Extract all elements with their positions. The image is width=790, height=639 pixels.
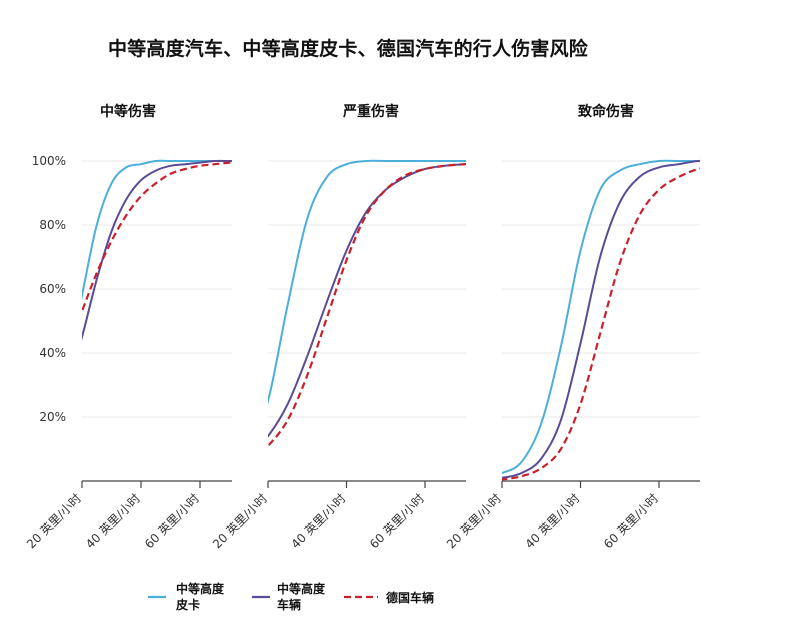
x-tick-label: 40 英里/小时 [288,491,348,551]
legend-label: 车辆 [277,597,301,612]
series-line [268,162,466,448]
y-tick-label: 100% [32,154,66,168]
series-line [268,159,466,405]
chart-title: 中等高度汽车、中等高度皮卡、德国汽车的行人伤害风险 [108,38,589,60]
series-line [268,163,466,438]
y-tick-label: 80% [39,218,66,232]
series-line [502,167,700,481]
series-line [502,159,700,479]
legend-label: 中等高度 [277,581,326,596]
series-line [82,159,232,341]
x-tick-label: 20 英里/小时 [24,491,84,551]
legend-label: 中等高度 [176,581,225,596]
panel-title: 严重伤害 [342,103,399,120]
x-tick-label: 40 英里/小时 [522,491,582,551]
x-tick-label: 60 英里/小时 [142,491,202,551]
series-line [82,161,232,315]
series-line [502,159,700,475]
legend-label: 德国车辆 [386,590,434,605]
x-tick-label: 60 英里/小时 [367,491,427,551]
y-tick-label: 40% [39,346,66,360]
y-tick-label: 20% [39,410,66,424]
x-tick-label: 40 英里/小时 [83,491,143,551]
x-tick-label: 20 英里/小时 [210,491,270,551]
x-tick-label: 60 英里/小时 [601,491,661,551]
x-tick-label: 20 英里/小时 [444,491,504,551]
panel-title: 中等伤害 [100,103,156,120]
panel-title: 致命伤害 [578,103,634,120]
legend-label: 皮卡 [175,597,200,612]
y-tick-label: 60% [39,282,66,296]
